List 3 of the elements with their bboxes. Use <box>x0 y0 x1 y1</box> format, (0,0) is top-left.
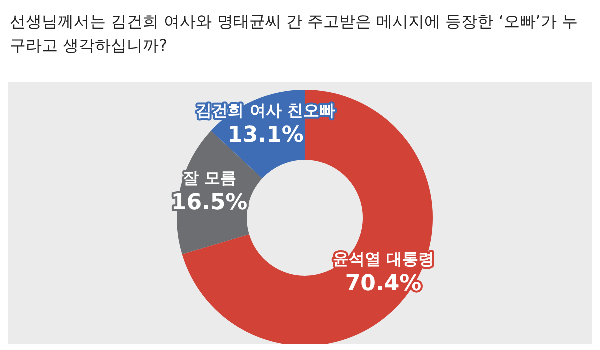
data-label: 13.1% <box>228 123 304 148</box>
chart-title: 선생님께서는 김건희 여사와 명태균씨 간 주고받은 메시지에 등장한 ‘오빠’가 누구라고 생각하십니까? <box>10 11 579 57</box>
slice-label: 잘 모름 <box>182 168 236 188</box>
